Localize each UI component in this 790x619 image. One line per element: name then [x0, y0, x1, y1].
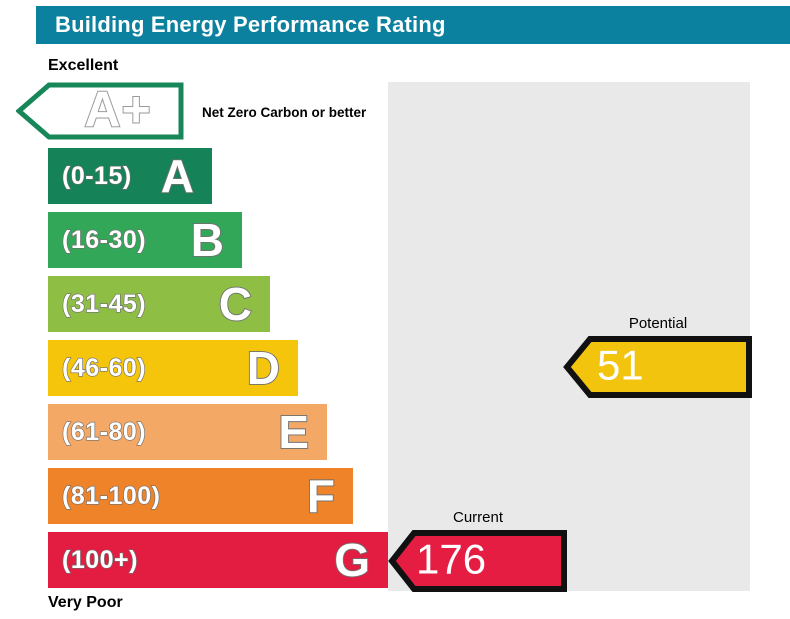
- band-letter: F: [306, 470, 336, 522]
- net-zero-arrow-shape: [16, 82, 184, 140]
- current-marker: Current 176: [388, 509, 568, 592]
- header-bar: Building Energy Performance Rating: [36, 6, 790, 44]
- rating-band: (16-30) B: [48, 212, 242, 268]
- net-zero-band: A+: [16, 82, 184, 140]
- scale-bottom-label: Very Poor: [48, 594, 123, 611]
- rating-band: (0-15) A: [48, 148, 212, 204]
- band-letter: C: [218, 278, 253, 330]
- scale-top-label: Excellent: [48, 57, 119, 74]
- rating-band: (81-100) F: [48, 468, 353, 524]
- band-range-label: (81-100): [61, 481, 161, 510]
- net-zero-grade: A+: [83, 81, 152, 138]
- band-letter: E: [277, 406, 309, 458]
- page-title: Building Energy Performance Rating: [55, 12, 446, 37]
- current-arrow: 176: [388, 530, 568, 592]
- net-zero-description: Net Zero Carbon or better: [202, 105, 367, 120]
- band-range-label: (46-60): [61, 353, 147, 382]
- rating-band: (100+) G: [48, 532, 388, 588]
- band-letter: D: [246, 342, 281, 394]
- potential-arrow: 51: [563, 336, 753, 398]
- band-range-label: (100+): [61, 545, 138, 574]
- band-letter: A: [160, 150, 195, 202]
- potential-value: 51: [597, 341, 644, 389]
- rating-band: (31-45) C: [48, 276, 270, 332]
- potential-marker: Potential 51: [563, 315, 753, 398]
- rating-band: (61-80) E: [48, 404, 327, 460]
- band-range-label: (61-80): [61, 417, 147, 446]
- current-arrow-shape: [388, 530, 567, 592]
- band-range-label: (31-45): [61, 289, 147, 318]
- potential-arrow-icon: [563, 336, 752, 398]
- current-value: 176: [416, 535, 487, 583]
- current-label: Current: [452, 509, 504, 526]
- rating-band: (46-60) D: [48, 340, 298, 396]
- potential-arrow-shape: [563, 336, 752, 398]
- band-range-label: (0-15): [61, 161, 132, 190]
- current-arrow-icon: [388, 530, 567, 592]
- band-letter: G: [333, 534, 371, 586]
- potential-label: Potential: [628, 315, 688, 332]
- band-range-label: (16-30): [61, 225, 147, 254]
- band-letter: B: [190, 214, 225, 266]
- net-zero-arrow-icon: [16, 82, 184, 140]
